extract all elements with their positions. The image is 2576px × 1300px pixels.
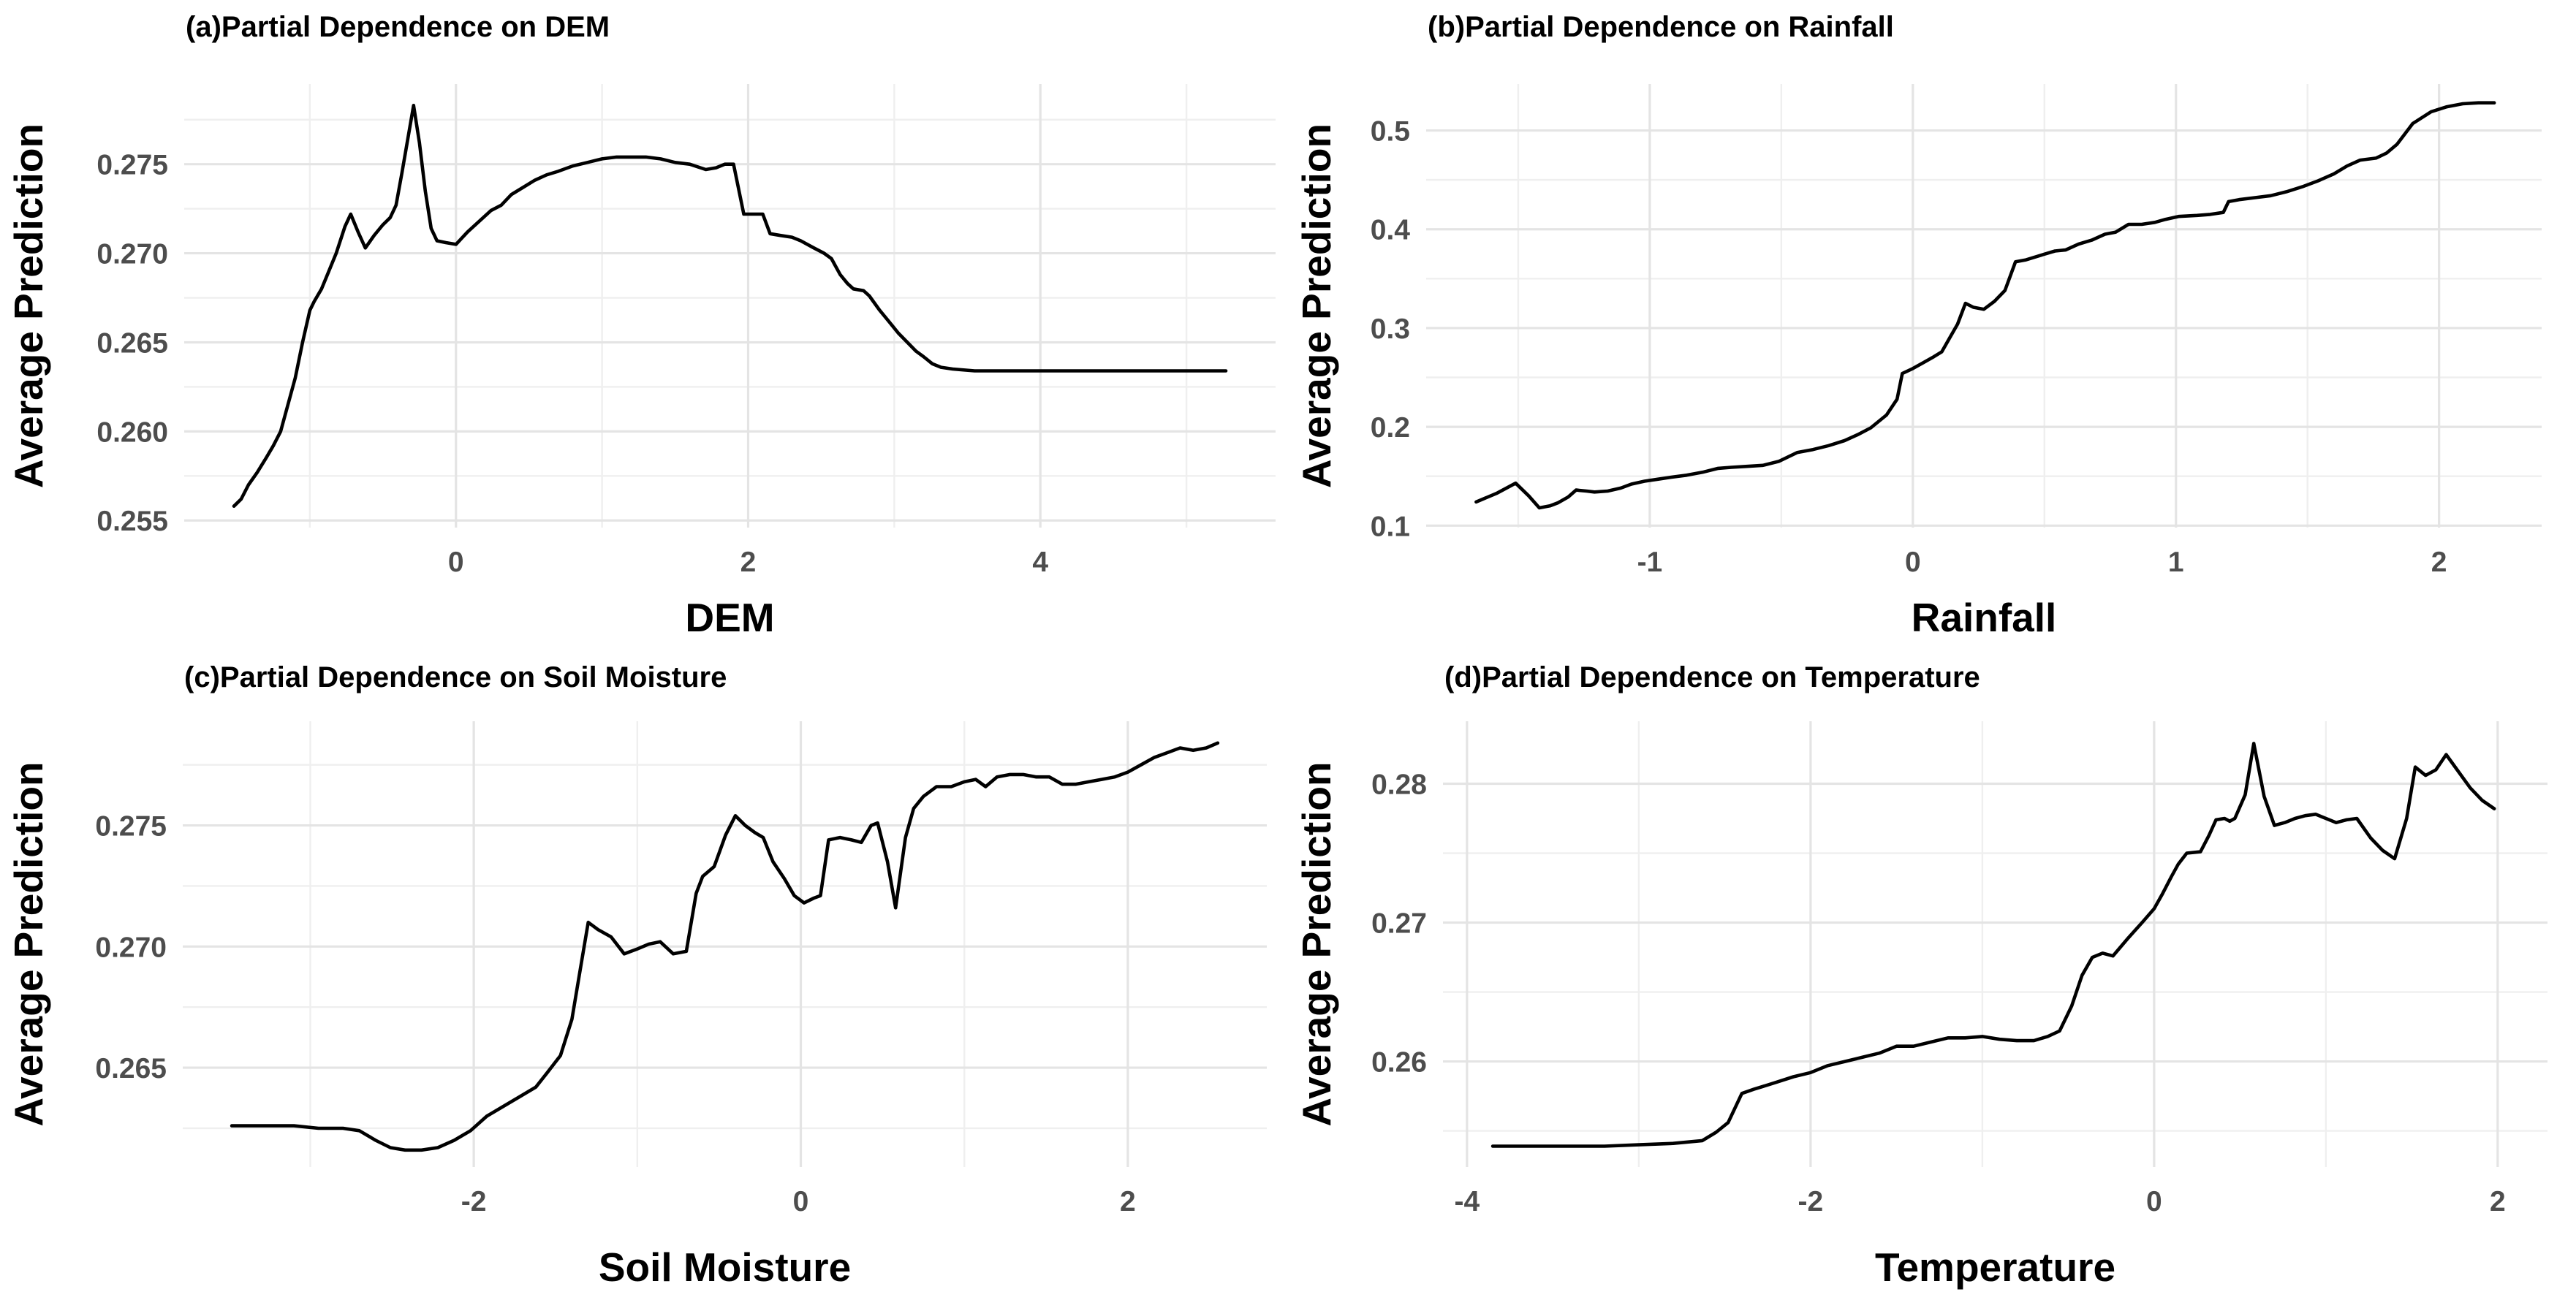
y-tick-label: 0.255 — [96, 506, 168, 537]
panel-b: -1 0 1 2 0.1 0.2 0.3 0.4 0.5 (b)Partial Depende… — [1288, 0, 2576, 650]
x-tick-label: 1 — [2168, 547, 2184, 578]
y-tick-label: 0.3 — [1371, 313, 1410, 345]
panel-title: (d)Partial Dependence on Temperature — [1444, 661, 1980, 693]
panel-title: (a)Partial Dependence on DEM — [186, 11, 610, 43]
panel-c: -2 0 2 0.265 0.270 0.275 (c)Partial Dependen… — [0, 650, 1288, 1300]
x-tick-label: -2 — [461, 1186, 487, 1217]
y-tick-label: 0.1 — [1371, 511, 1410, 542]
x-tick-label: 0 — [793, 1186, 809, 1217]
x-axis-title: Soil Moisture — [599, 1244, 851, 1290]
y-tick-labels: 0.26 0.27 0.28 — [1371, 769, 1427, 1079]
y-axis-title: Average Prediction — [6, 761, 51, 1126]
panel-a: 0 2 4 0.255 0.260 0.265 0.270 0.275 (a)Partial… — [0, 0, 1288, 650]
x-tick-labels: -2 0 2 — [461, 1186, 1136, 1217]
gridlines — [183, 721, 1267, 1167]
y-tick-label: 0.27 — [1371, 908, 1427, 940]
chart-c-soil-moisture: -2 0 2 0.265 0.270 0.275 (c)Partial Dependen… — [6, 661, 1267, 1290]
y-axis-title: Average Prediction — [1294, 123, 1339, 488]
x-axis-title: Temperature — [1875, 1244, 2115, 1290]
y-tick-labels: 0.255 0.260 0.265 0.270 0.275 — [96, 150, 168, 538]
gridlines — [1443, 721, 2547, 1167]
y-axis-title: Average Prediction — [6, 123, 51, 488]
x-tick-label: 2 — [740, 547, 757, 578]
x-tick-label: 0 — [448, 547, 464, 578]
x-tick-label: 2 — [1120, 1186, 1136, 1217]
y-tick-label: 0.275 — [95, 811, 167, 843]
y-tick-label: 0.270 — [96, 239, 168, 270]
x-tick-labels: 0 2 4 — [448, 547, 1048, 578]
pd-line-temperature — [1490, 742, 2496, 1148]
x-axis-title: Rainfall — [1912, 595, 2057, 640]
x-tick-label: -4 — [1455, 1186, 1480, 1217]
gridlines — [184, 84, 1276, 528]
pd-line-soil-moisture — [230, 741, 1220, 1152]
x-tick-labels: -1 0 1 2 — [1637, 547, 2447, 578]
x-tick-label: 2 — [2490, 1186, 2506, 1217]
x-tick-labels: -4 -2 0 2 — [1455, 1186, 2506, 1217]
y-tick-label: 0.275 — [96, 150, 168, 181]
x-tick-label: -2 — [1798, 1186, 1824, 1217]
x-axis-title: DEM — [685, 595, 774, 640]
x-tick-label: -1 — [1637, 547, 1663, 578]
x-tick-label: 0 — [2146, 1186, 2162, 1217]
y-tick-label: 0.2 — [1371, 412, 1410, 444]
gridlines — [1426, 84, 2542, 528]
y-axis-title: Average Prediction — [1294, 761, 1339, 1126]
pd-line-dem — [232, 104, 1228, 508]
chart-b-rainfall: -1 0 1 2 0.1 0.2 0.3 0.4 0.5 (b)Partial Depende… — [1294, 11, 2542, 640]
y-tick-label: 0.265 — [96, 327, 168, 359]
y-tick-label: 0.270 — [95, 932, 167, 963]
y-tick-labels: 0.265 0.270 0.275 — [95, 811, 167, 1085]
pd-line-rainfall — [1474, 101, 2496, 510]
y-tick-label: 0.4 — [1371, 215, 1411, 246]
y-tick-label: 0.26 — [1371, 1047, 1427, 1079]
chart-a-dem: 0 2 4 0.255 0.260 0.265 0.270 0.275 (a)Partial… — [6, 11, 1276, 640]
panel-title: (c)Partial Dependence on Soil Moisture — [184, 661, 727, 693]
y-tick-labels: 0.1 0.2 0.3 0.4 0.5 — [1371, 116, 1411, 543]
y-tick-label: 0.260 — [96, 417, 168, 448]
y-tick-label: 0.265 — [95, 1053, 167, 1084]
panel-d: -4 -2 0 2 0.26 0.27 0.28 (d)Partial Dependenc… — [1288, 650, 2576, 1300]
y-tick-label: 0.5 — [1371, 116, 1410, 148]
panel-title: (b)Partial Dependence on Rainfall — [1428, 11, 1894, 43]
x-tick-label: 0 — [1905, 547, 1921, 578]
x-tick-label: 4 — [1032, 547, 1048, 578]
chart-d-temperature: -4 -2 0 2 0.26 0.27 0.28 (d)Partial Dependenc… — [1294, 661, 2547, 1290]
x-tick-label: 2 — [2431, 547, 2447, 578]
y-tick-label: 0.28 — [1371, 769, 1427, 801]
